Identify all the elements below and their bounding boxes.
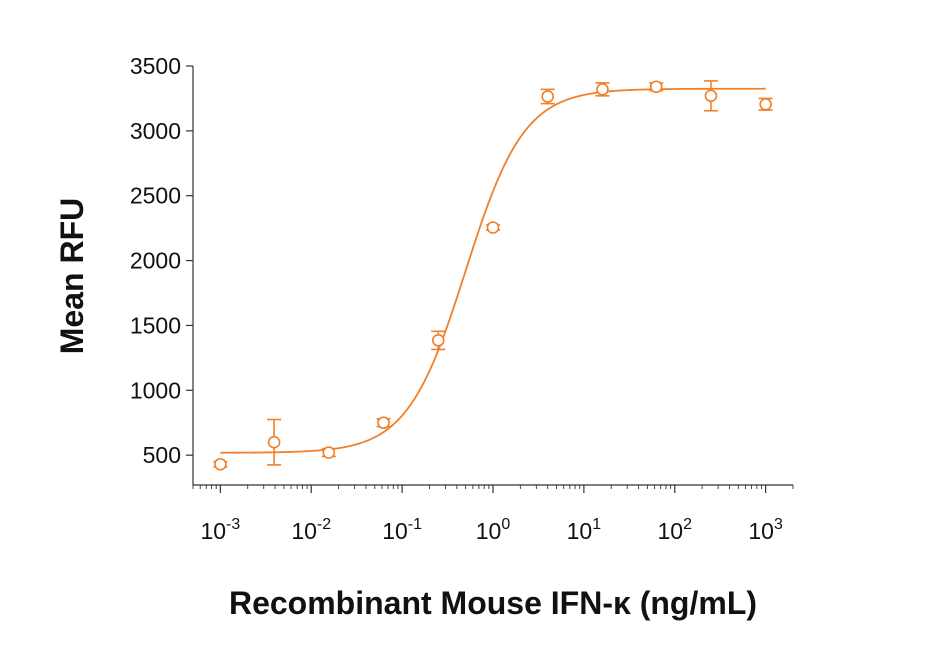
y-tick-label: 1000 [130, 377, 181, 403]
x-tick-label: 101 [567, 516, 602, 544]
x-tick-label: 10-1 [382, 516, 422, 544]
data-points-layer [213, 80, 773, 471]
data-point [431, 330, 446, 351]
x-tick-label: 100 [476, 516, 511, 544]
point-marker [377, 416, 390, 430]
data-point [376, 416, 391, 430]
point-marker [541, 90, 555, 103]
data-point [486, 221, 500, 234]
point-marker [322, 446, 336, 459]
y-tick-label: 1500 [130, 312, 181, 338]
x-axis-title: Recombinant Mouse IFN-κ (ng/mL) [229, 585, 757, 621]
y-tick-label: 2500 [130, 183, 181, 209]
point-marker [214, 457, 227, 471]
y-tick-label: 3000 [130, 118, 181, 144]
data-point [649, 80, 664, 94]
point-marker [649, 80, 663, 94]
point-marker [704, 89, 718, 103]
y-axis-title: Mean RFU [54, 198, 90, 354]
point-marker [486, 221, 500, 234]
fit-curve-layer [220, 87, 766, 454]
point-marker [759, 97, 772, 111]
x-tick-label: 10-3 [200, 516, 240, 544]
data-point [758, 97, 773, 111]
data-point [703, 80, 718, 112]
data-point [595, 82, 610, 97]
point-marker [267, 435, 281, 449]
point-marker [596, 83, 609, 96]
fit-curve [220, 87, 766, 454]
point-marker [431, 334, 445, 347]
data-point [267, 418, 282, 466]
axes: 500 1000 1500 2000 2500 3000 3500 10-3 10-2 10-1 1… [130, 53, 794, 544]
data-point [213, 457, 228, 471]
y-tick-label: 2000 [130, 248, 181, 274]
x-tick-label: 102 [658, 516, 693, 544]
y-tick-label: 3500 [130, 53, 181, 79]
x-tick-label: 10-2 [291, 516, 331, 544]
y-tick-label: 500 [143, 442, 181, 468]
data-point [321, 446, 336, 459]
data-point [540, 88, 555, 105]
x-tick-label: 103 [748, 516, 783, 544]
